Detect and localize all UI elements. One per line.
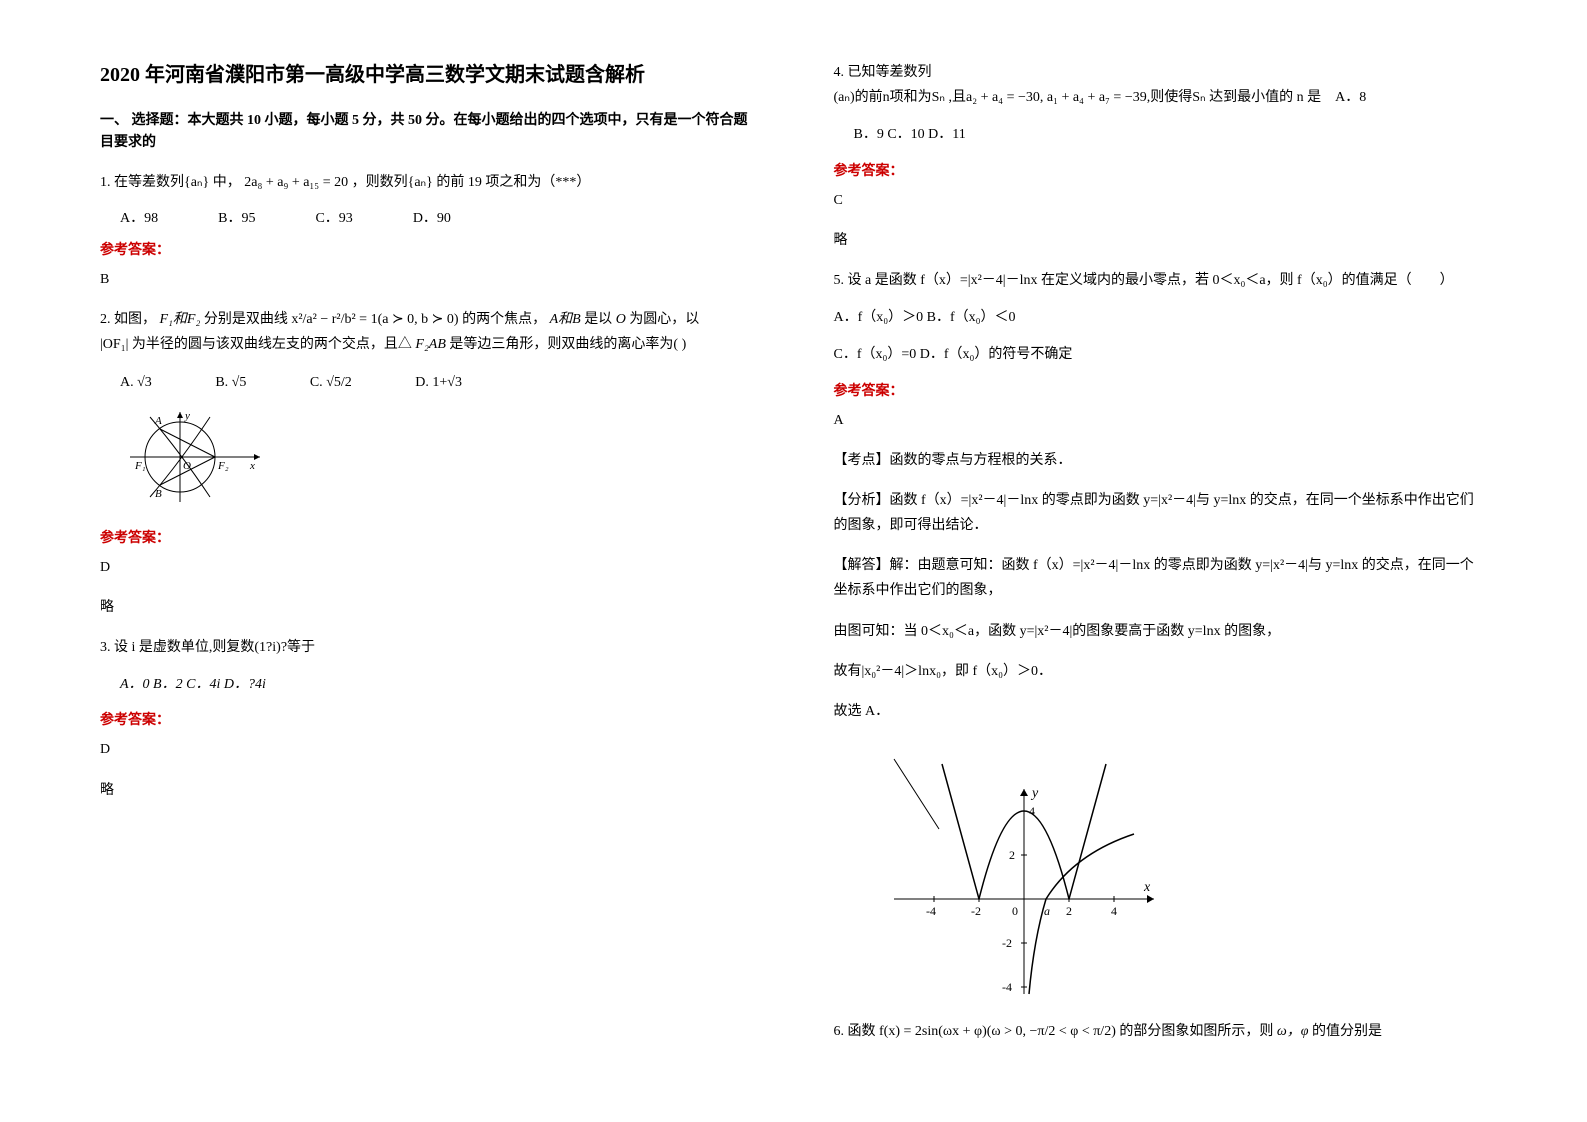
- document-title: 2020 年河南省濮阳市第一高级中学高三数学文期末试题含解析: [100, 60, 754, 90]
- q1-opt-c: C．93: [315, 207, 352, 227]
- svg-text:0: 0: [1012, 904, 1018, 918]
- q5-jieda1: 【解答】解：由题意可知：函数 f（x）=|x²－4|－lnx 的零点即为函数 y…: [834, 553, 1488, 603]
- q4-extra: 略: [834, 228, 1488, 253]
- q2-opt-a: A. √3: [120, 375, 152, 390]
- q1-answer: B: [100, 267, 754, 292]
- svg-text:-4: -4: [1002, 980, 1012, 994]
- q2-answer-label: 参考答案：: [100, 527, 754, 547]
- q6-end: 的值分别是: [1312, 1024, 1382, 1039]
- q2-mid2: 的两个焦点，: [462, 312, 546, 327]
- ellipse-diagram-svg: A B F₁ F₂ O x y: [120, 407, 270, 507]
- svg-text:-4: -4: [926, 904, 936, 918]
- q2-o: O: [616, 312, 626, 327]
- question-4: 4. 已知等差数列 (aₙ)的前n项和为Sₙ ,且a₂ + a₄ = −30, …: [834, 60, 1488, 110]
- q5-jieda4: 故选 A．: [834, 699, 1488, 724]
- q1-seq-1: {aₙ}: [184, 175, 209, 190]
- q3-answer: D: [100, 737, 754, 762]
- q5-jieda3: 故有|x₀²－4|＞lnx₀，即 f（x₀）＞0．: [834, 659, 1488, 684]
- q4-options-rest: B．9 C．10 D．11: [854, 122, 1488, 147]
- q1-formula: 2a₈ + a₉ + a₁₅ = 20: [244, 175, 348, 190]
- chart-svg: -4 -2 0 2 4 4 2 -2 -4 x y a: [874, 739, 1174, 999]
- q2-diagram: A B F₁ F₂ O x y: [120, 407, 754, 512]
- q1-opt-b: B．95: [218, 207, 255, 227]
- q5-answer: A: [834, 408, 1488, 433]
- svg-text:2: 2: [1009, 848, 1015, 862]
- q5-chart: -4 -2 0 2 4 4 2 -2 -4 x y a: [874, 739, 1488, 1004]
- question-6: 6. 函数 f(x) = 2sin(ωx + φ)(ω > 0, −π/2 < …: [834, 1019, 1488, 1044]
- q2-f1f2: F₁和F₂: [160, 312, 201, 327]
- q1-opt-d: D．90: [413, 207, 451, 227]
- q1-answer-label: 参考答案：: [100, 239, 754, 259]
- q3-answer-label: 参考答案：: [100, 709, 754, 729]
- q2-pre: 2. 如图，: [100, 312, 156, 327]
- svg-text:B: B: [155, 488, 162, 500]
- q4-pre: 4. 已知等差数列: [834, 65, 932, 80]
- q2-end: 是等边三角形，则双曲线的离心率为( ): [449, 337, 686, 352]
- q2-hyp: x²/a² − r²/b² = 1(a ≻ 0, b ≻ 0): [291, 312, 458, 327]
- q2-answer: D: [100, 555, 754, 580]
- question-2: 2. 如图， F₁和F₂ 分别是双曲线 x²/a² − r²/b² = 1(a …: [100, 307, 754, 357]
- q2-mid3: 是以: [584, 312, 612, 327]
- svg-text:F₂: F₂: [217, 460, 229, 472]
- svg-text:a: a: [1044, 904, 1050, 918]
- q5-opts-ab: A．f（x₀）＞0 B．f（x₀）＜0: [834, 305, 1488, 330]
- section-1-header: 一、 选择题：本大题共 10 小题，每小题 5 分，共 50 分。在每小题给出的…: [100, 110, 754, 155]
- q6-pre: 6. 函数: [834, 1024, 876, 1039]
- question-5: 5. 设 a 是函数 f（x）=|x²－4|－lnx 在定义域内的最小零点，若 …: [834, 268, 1488, 293]
- q1-text-after: ，则数列: [352, 175, 408, 190]
- svg-text:2: 2: [1066, 904, 1072, 918]
- q2-opt-c: C. √5/2: [310, 375, 352, 390]
- q2-ab: A和B: [550, 312, 581, 327]
- svg-text:4: 4: [1111, 904, 1117, 918]
- svg-text:-2: -2: [1002, 936, 1012, 950]
- q4-after: 达到最小值的 n 是: [1209, 90, 1321, 105]
- q3-options: A．0 B．2 C．4i D．?4i: [120, 672, 754, 697]
- q2-opt-d: D. 1+√3: [415, 375, 462, 390]
- svg-text:O: O: [183, 460, 191, 472]
- q5-fenxi: 【分析】函数 f（x）=|x²－4|－lnx 的零点即为函数 y=|x²－4|与…: [834, 488, 1488, 538]
- q2-opt-b: B. √5: [215, 375, 246, 390]
- question-1: 1. 在等差数列{aₙ} 中， 2a₈ + a₉ + a₁₅ = 20 ，则数列…: [100, 170, 754, 195]
- q5-jieda2: 由图可知：当 0＜x₀＜a，函数 y=|x²－4|的图象要高于函数 y=lnx …: [834, 619, 1488, 644]
- q4-answer: C: [834, 188, 1488, 213]
- q5-kaodian: 【考点】函数的零点与方程根的关系．: [834, 448, 1488, 473]
- q2-extra: 略: [100, 595, 754, 620]
- q2-of1: |OF₁|: [100, 337, 128, 352]
- q2-f2ab: F₂AB: [415, 337, 446, 352]
- q1-text-end: 的前 19 项之和为（***）: [436, 175, 590, 190]
- q2-mid4: 为圆心，以: [629, 312, 699, 327]
- svg-text:F₁: F₁: [134, 460, 146, 472]
- q4-opt-a: A．8: [1335, 90, 1366, 105]
- question-3: 3. 设 i 是虚数单位,则复数(1?i)?等于: [100, 635, 754, 660]
- q4-answer-label: 参考答案：: [834, 160, 1488, 180]
- q2-mid1: 分别是双曲线: [204, 312, 288, 327]
- q6-formula: f(x) = 2sin(ωx + φ)(ω > 0, −π/2 < φ < π/…: [879, 1024, 1116, 1039]
- svg-text:y: y: [1030, 786, 1039, 801]
- q1-opt-a: A．98: [120, 207, 158, 227]
- q3-extra: 略: [100, 778, 754, 803]
- q1-options: A．98 B．95 C．93 D．90: [120, 207, 754, 227]
- q1-text-pre: 1. 在等差数列: [100, 175, 184, 190]
- svg-text:y: y: [184, 410, 190, 422]
- q1-text-mid: 中，: [213, 175, 241, 190]
- q2-options: A. √3 B. √5 C. √5/2 D. 1+√3: [120, 370, 754, 395]
- q5-answer-label: 参考答案：: [834, 380, 1488, 400]
- q6-after: 的部分图象如图所示，则: [1119, 1024, 1273, 1039]
- q5-opts-cd: C．f（x₀）=0 D．f（x₀）的符号不确定: [834, 342, 1488, 367]
- svg-text:x: x: [249, 460, 255, 472]
- q2-mid5: 为半径的圆与该双曲线左支的两个交点，且△: [132, 337, 412, 352]
- svg-text:A: A: [154, 415, 162, 427]
- svg-text:-2: -2: [971, 904, 981, 918]
- svg-text:x: x: [1143, 880, 1151, 895]
- q1-seq-2: {aₙ}: [408, 175, 433, 190]
- q4-formula: (aₙ)的前n项和为Sₙ ,且a₂ + a₄ = −30, a₁ + a₄ + …: [834, 90, 1206, 105]
- q6-wphi: ω，φ: [1277, 1024, 1309, 1039]
